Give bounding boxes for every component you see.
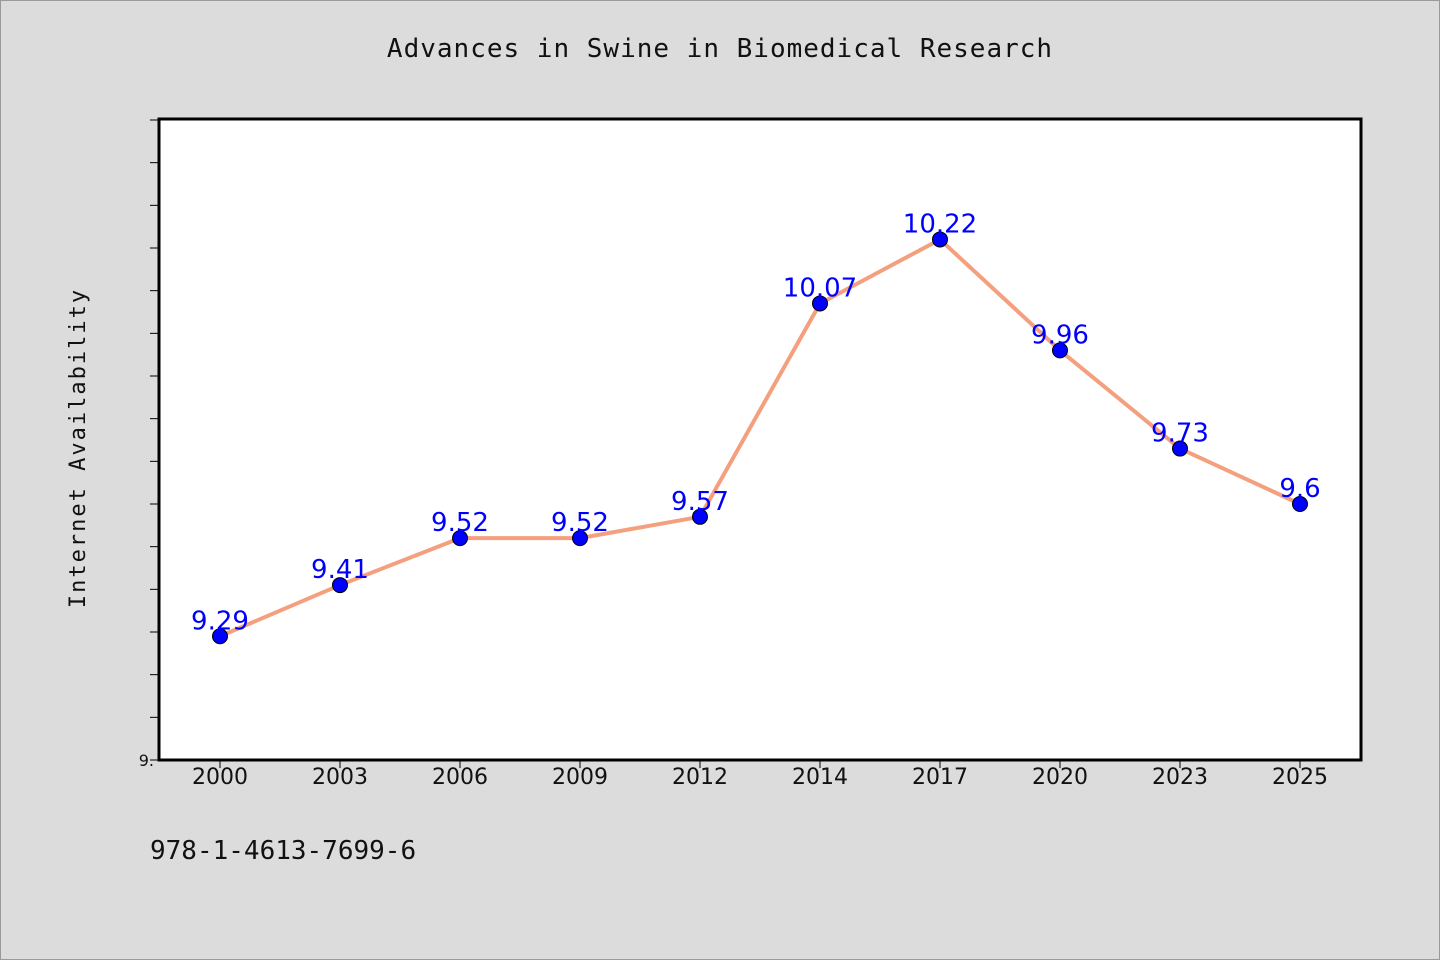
data-label: 9.41 bbox=[311, 555, 369, 585]
data-point bbox=[332, 577, 348, 594]
data-point bbox=[932, 231, 948, 248]
x-tick-label: 2003 bbox=[312, 765, 368, 790]
series-line bbox=[219, 237, 1301, 639]
data-label: 10.22 bbox=[903, 209, 977, 239]
data-labels: 9.29 9.41 9.52 9.52 9.57 10.07 10.22 9.96 9.73 9.… bbox=[191, 209, 1321, 636]
x-tick-label: 2020 bbox=[1032, 765, 1088, 790]
series-line-group bbox=[219, 237, 1301, 639]
x-tick-label: 2006 bbox=[432, 765, 488, 790]
data-label: 9.52 bbox=[551, 508, 609, 538]
x-axis-ticks: 2000 2003 2006 2009 2012 2014 2017 2020 2023 2025 bbox=[192, 760, 1328, 790]
data-point bbox=[812, 295, 828, 312]
data-label: 9.6 bbox=[1279, 474, 1320, 504]
data-point bbox=[1052, 342, 1068, 359]
data-label: 9.73 bbox=[1151, 419, 1209, 449]
data-label: 9.29 bbox=[191, 606, 249, 636]
data-point bbox=[692, 508, 708, 525]
data-point bbox=[452, 530, 468, 547]
x-tick-label: 2009 bbox=[552, 765, 608, 790]
x-tick-label: 2023 bbox=[1152, 765, 1208, 790]
data-label: 9.57 bbox=[671, 487, 729, 517]
chart-title: Advances in Swine in Biomedical Research bbox=[386, 34, 1054, 64]
data-point bbox=[1292, 496, 1308, 512]
x-tick-label: 2014 bbox=[792, 765, 848, 790]
x-tick-label: 2000 bbox=[192, 765, 248, 790]
data-point bbox=[1172, 440, 1188, 457]
data-point bbox=[572, 530, 588, 547]
x-tick-label: 2017 bbox=[912, 765, 968, 790]
y-axis-ticks: 9. bbox=[139, 119, 160, 770]
data-label: 9.96 bbox=[1031, 320, 1089, 350]
x-tick-label: 2012 bbox=[672, 765, 728, 790]
x-tick-label: 2025 bbox=[1272, 765, 1328, 790]
data-label: 10.07 bbox=[783, 273, 857, 303]
series-markers bbox=[212, 231, 1308, 645]
y-tick-label: 9. bbox=[139, 751, 154, 770]
data-label: 9.52 bbox=[431, 508, 489, 538]
plot-area bbox=[157, 117, 1363, 762]
data-point bbox=[212, 628, 228, 645]
y-axis-label: Internet Availability bbox=[66, 288, 91, 608]
isbn-text: 978-1-4613-7699-6 bbox=[150, 836, 417, 866]
